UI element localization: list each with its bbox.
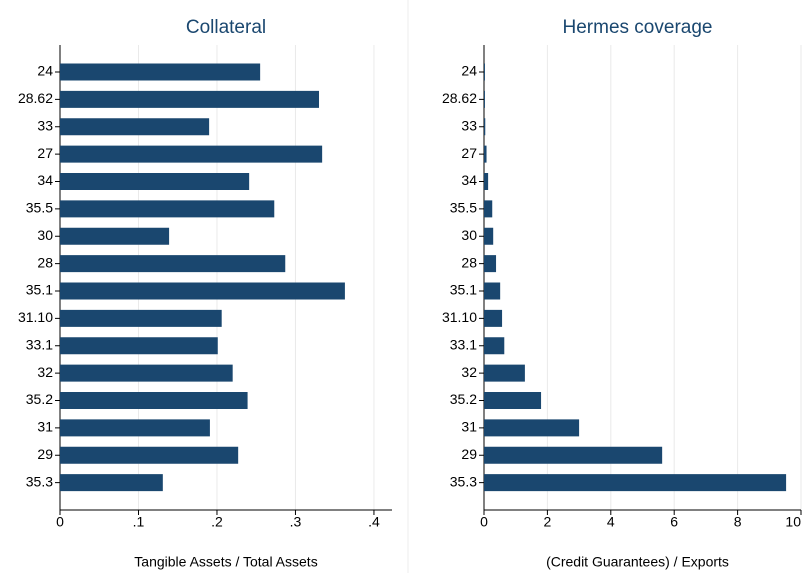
bar [60,419,210,437]
y-tick-label: 35.1 [450,282,477,298]
y-tick-label: 35.2 [26,391,53,407]
x-tick-label: 0 [480,514,488,530]
bar [484,227,494,245]
x-axis-label: Tangible Assets / Total Assets [134,554,317,570]
bar [60,282,345,300]
bar [484,255,497,273]
bar [60,337,218,355]
bar [484,63,485,81]
y-tick-label: 27 [461,145,477,161]
bar [484,173,489,190]
y-tick-label: 31 [37,419,53,435]
y-tick-label: 29 [461,446,477,462]
bar [60,255,286,273]
y-tick-label: 24 [37,63,53,79]
x-axis-label: (Credit Guarantees) / Exports [546,554,729,570]
bar [60,90,320,108]
bar [60,145,323,163]
y-tick-label: 28 [461,254,477,270]
y-tick-label: 34 [461,172,477,188]
bar [484,200,493,218]
y-tick-label: 31.10 [18,309,53,325]
x-tick-label: .4 [368,514,380,530]
x-tick-label: 2 [544,514,552,530]
y-tick-label: 33.1 [450,336,477,352]
bar [484,90,485,108]
y-tick-label: 27 [37,145,53,161]
chart-title: Hermes coverage [563,17,713,38]
bar [484,118,486,136]
y-tick-label: 31.10 [442,309,477,325]
bar [484,419,580,437]
y-tick-label: 24 [461,63,477,79]
y-tick-label: 35.3 [450,473,477,489]
y-tick-label: 35.1 [26,282,53,298]
y-tick-label: 28.62 [442,90,477,106]
bar [60,173,250,190]
x-tick-label: .1 [133,514,145,530]
y-tick-label: 30 [37,227,53,243]
bar [60,63,261,81]
bar [60,474,163,492]
x-tick-label: 8 [734,514,742,530]
y-tick-label: 32 [37,364,53,380]
bar [484,446,663,464]
bar [60,446,239,464]
y-tick-label: 35.5 [26,200,53,216]
bar [60,309,222,327]
bar [484,282,501,300]
y-tick-label: 29 [37,446,53,462]
bar [60,118,210,136]
y-tick-label: 34 [37,172,53,188]
y-tick-label: 33 [461,117,477,133]
bar [484,392,542,409]
bar [60,392,248,409]
bar [60,227,170,245]
bar [484,337,505,355]
chart-title: Collateral [186,17,266,38]
y-tick-label: 28 [37,254,53,270]
y-tick-label: 32 [461,364,477,380]
y-tick-label: 33 [37,117,53,133]
y-tick-label: 33.1 [26,336,53,352]
x-tick-label: .3 [290,514,302,530]
x-tick-label: 6 [670,514,678,530]
y-tick-label: 31 [461,419,477,435]
y-tick-label: 35.3 [26,473,53,489]
bar [60,200,275,218]
y-tick-label: 35.5 [450,200,477,216]
bar [484,145,487,163]
bar [484,364,525,382]
bar [484,309,503,327]
y-tick-label: 35.2 [450,391,477,407]
x-tick-label: 0 [56,514,64,530]
y-tick-label: 30 [461,227,477,243]
x-tick-label: 10 [785,514,801,530]
bar [484,474,787,492]
bar [60,364,233,382]
x-tick-label: .2 [211,514,223,530]
x-tick-label: 4 [607,514,615,530]
y-tick-label: 28.62 [18,90,53,106]
